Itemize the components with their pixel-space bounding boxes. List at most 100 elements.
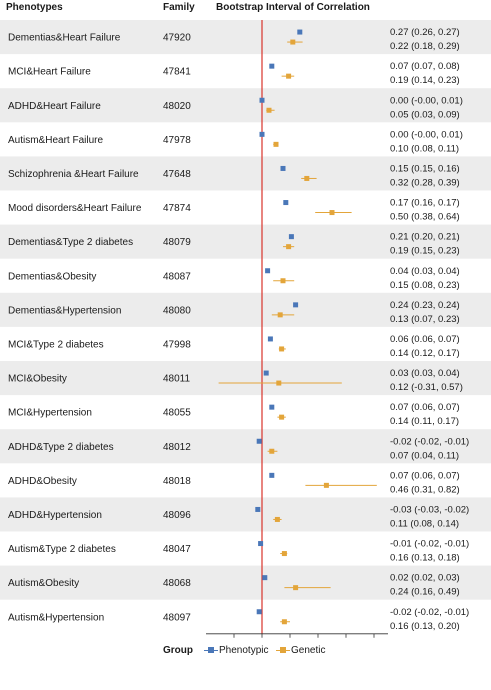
phenotypic-point [259, 97, 265, 103]
family-size: 47841 [163, 67, 191, 78]
row-stripe [0, 224, 491, 259]
genetic-point [329, 210, 335, 216]
genetic-point [276, 380, 282, 386]
row-stripe [0, 292, 491, 327]
row-stripe [0, 361, 491, 396]
phenotypic-point [293, 302, 299, 308]
family-size: 47874 [163, 203, 191, 214]
legend: Group Phenotypic Genetic [0, 644, 491, 660]
interval-column-header: Bootstrap Interval of Correlation [216, 2, 370, 13]
genetic-point [323, 482, 329, 488]
family-size: 48080 [163, 305, 191, 316]
family-size: 48055 [163, 408, 191, 419]
legend-phenotypic-square-icon [208, 647, 214, 653]
phenotype-label: Dementias&Type 2 diabetes [8, 237, 133, 248]
phenotypic-point [269, 404, 275, 410]
phenotype-label: MCI&Obesity [8, 374, 67, 385]
family-size: 48018 [163, 476, 191, 487]
column-header-row: Phenotypes Family Bootstrap Interval of … [0, 0, 491, 20]
phenotypic-estimate-text: 0.24 (0.23, 0.24) [390, 300, 460, 311]
phenotype-label: Autism&Heart Failure [8, 135, 103, 146]
phenotypic-estimate-text: -0.01 (-0.02, -0.01) [390, 539, 469, 550]
genetic-point [281, 619, 287, 625]
genetic-estimate-text: 0.14 (0.11, 0.17) [390, 416, 459, 427]
family-size: 47998 [163, 339, 191, 350]
genetic-estimate-text: 0.15 (0.08, 0.23) [390, 280, 460, 291]
phenotype-label: ADHD&Heart Failure [8, 101, 101, 112]
family-size: 48047 [163, 544, 191, 555]
phenotypic-estimate-text: 0.15 (0.15, 0.16) [390, 163, 460, 174]
family-column-header: Family [163, 2, 195, 13]
legend-genetic-label: Genetic [291, 645, 326, 656]
genetic-estimate-text: 0.50 (0.38, 0.64) [390, 212, 460, 223]
genetic-estimate-text: 0.16 (0.13, 0.18) [390, 553, 460, 564]
phenotype-label: MCI&Type 2 diabetes [8, 339, 104, 350]
phenotype-label: Dementias&Obesity [8, 271, 96, 282]
phenotype-label: Mood disorders&Heart Failure [8, 203, 142, 214]
phenotype-label: MCI&Heart Failure [8, 67, 91, 78]
genetic-estimate-text: 0.12 (-0.31, 0.57) [390, 382, 463, 393]
phenotypic-estimate-text: 0.06 (0.06, 0.07) [390, 334, 460, 345]
forest-plot: Dementias&Heart Failure 47920 0.27 (0.26, … [0, 20, 491, 638]
phenotypic-estimate-text: 0.00 (-0.00, 0.01) [390, 95, 463, 106]
phenotype-label: MCI&Hypertension [8, 408, 92, 419]
phenotypic-point [269, 472, 275, 478]
phenotype-label: Dementias&Hypertension [8, 305, 121, 316]
genetic-estimate-text: 0.13 (0.07, 0.23) [390, 314, 460, 325]
phenotypic-point [262, 575, 268, 581]
family-size: 48012 [163, 442, 191, 453]
family-size: 48020 [163, 101, 191, 112]
genetic-point [279, 346, 285, 352]
genetic-estimate-text: 0.11 (0.08, 0.14) [390, 518, 459, 529]
phenotypic-point [269, 63, 275, 69]
phenotypic-point [283, 200, 289, 206]
phenotype-label: Autism&Obesity [8, 578, 79, 589]
row-stripe [0, 20, 491, 55]
phenotypic-point [256, 438, 262, 444]
phenotypic-point [255, 506, 261, 512]
genetic-point [304, 175, 310, 181]
family-size: 48087 [163, 271, 191, 282]
phenotypic-point [263, 370, 269, 376]
phenotype-label: Dementias&Heart Failure [8, 33, 121, 44]
genetic-point [280, 278, 286, 284]
phenotypic-estimate-text: 0.02 (0.02, 0.03) [390, 573, 460, 584]
genetic-estimate-text: 0.07 (0.04, 0.11) [390, 450, 459, 461]
phenotypic-estimate-text: 0.07 (0.07, 0.08) [390, 61, 460, 72]
genetic-estimate-text: 0.05 (0.03, 0.09) [390, 109, 460, 120]
phenotypic-point [259, 131, 265, 137]
genetic-estimate-text: 0.46 (0.31, 0.82) [390, 484, 460, 495]
family-size: 47920 [163, 33, 191, 44]
family-size: 47648 [163, 169, 191, 180]
genetic-point [290, 39, 296, 45]
phenotypes-column-header: Phenotypes [6, 2, 63, 13]
genetic-point [266, 107, 272, 113]
genetic-point [273, 141, 279, 147]
legend-phenotypic-label: Phenotypic [219, 645, 269, 656]
phenotypic-estimate-text: 0.00 (-0.00, 0.01) [390, 129, 463, 140]
phenotypic-estimate-text: 0.03 (0.03, 0.04) [390, 368, 460, 379]
genetic-estimate-text: 0.16 (0.13, 0.20) [390, 621, 460, 632]
phenotype-label: ADHD&Type 2 diabetes [8, 442, 114, 453]
genetic-point [269, 448, 275, 454]
genetic-estimate-text: 0.19 (0.15, 0.23) [390, 246, 460, 257]
genetic-point [281, 551, 287, 557]
genetic-estimate-text: 0.10 (0.08, 0.11) [390, 143, 459, 154]
row-stripe [0, 497, 491, 532]
genetic-point [279, 414, 285, 420]
genetic-point [286, 244, 292, 250]
genetic-estimate-text: 0.19 (0.14, 0.23) [390, 75, 460, 86]
phenotypic-estimate-text: 0.07 (0.06, 0.07) [390, 470, 460, 481]
genetic-point [293, 585, 299, 591]
phenotypic-point [258, 541, 264, 547]
family-size: 47978 [163, 135, 191, 146]
genetic-estimate-text: 0.22 (0.18, 0.29) [390, 41, 460, 52]
phenotypic-point [267, 336, 273, 342]
phenotypic-estimate-text: 0.04 (0.03, 0.04) [390, 266, 460, 277]
phenotypic-point [256, 609, 262, 615]
genetic-estimate-text: 0.32 (0.28, 0.39) [390, 177, 460, 188]
phenotypic-point [280, 165, 286, 171]
genetic-estimate-text: 0.24 (0.16, 0.49) [390, 587, 460, 598]
phenotypic-point [297, 29, 303, 35]
phenotype-label: Schizophrenia &Heart Failure [8, 169, 139, 180]
